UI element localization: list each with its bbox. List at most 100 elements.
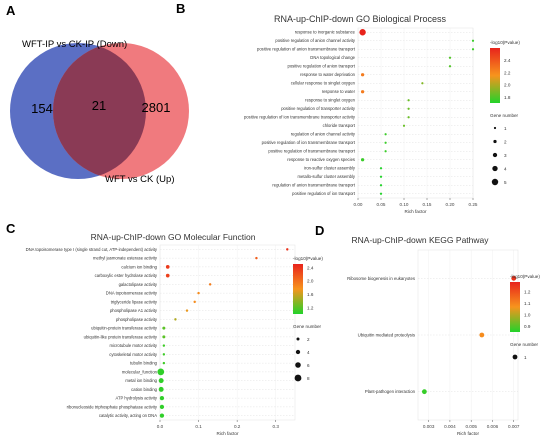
category-label: ubiquitin-protein transferase activity (91, 326, 158, 331)
color-legend-tick: 2.0 (504, 83, 511, 88)
category-label: DNA topoisomerase type I (single strand … (26, 247, 158, 252)
data-point (421, 82, 424, 85)
category-label: ribonucleoside triphosphate phosphatase … (67, 404, 158, 409)
data-point (407, 99, 410, 102)
panel-label-d: D (315, 223, 324, 238)
x-tick-label: 0.3 (273, 424, 280, 429)
category-label: regulation of anion transmembrane transp… (272, 183, 355, 188)
data-point (511, 275, 517, 281)
x-tick-label: 0.2 (234, 424, 241, 429)
category-label: galactolipase activity (119, 282, 158, 287)
data-point (384, 133, 387, 136)
size-legend-label: 2 (504, 140, 507, 145)
color-legend-title: -log10(Pvalue) (490, 40, 520, 45)
venn-intersection-count: 21 (92, 98, 106, 113)
color-legend-tick: 1.2 (524, 289, 531, 294)
x-tick-label: 0.004 (444, 424, 456, 429)
data-point (197, 291, 200, 295)
category-label: calcium ion binding (121, 264, 157, 269)
category-label: catalytic activity, acting on DNA (99, 413, 157, 418)
size-legend-label: 8 (307, 376, 310, 381)
data-point (208, 283, 212, 286)
category-label: DNA topological change (310, 55, 355, 60)
category-label: positive regulation of transmembrane tra… (268, 149, 355, 154)
category-label: DNA topoisomerase activity (106, 291, 158, 296)
panel-label-c: C (6, 221, 16, 236)
data-point (158, 386, 164, 392)
venn-diagram: WFT-IP vs CK-IP (Down) WFT vs CK (Up) 15… (10, 39, 189, 185)
category-label: chloride transport (323, 123, 356, 128)
category-label: phospholipase A1 activity (110, 308, 158, 313)
go-mf-chart: RNA-up-ChIP-down GO Molecular Function DN… (26, 232, 324, 436)
x-tick-label: 0.007 (508, 424, 520, 429)
size-legend-title: Gene number (490, 113, 519, 118)
data-point (286, 248, 289, 251)
chart-title: RNA-up-ChIP-down KEGG Pathway (352, 235, 490, 245)
data-point (379, 175, 383, 178)
category-label: response to reactive oxygen species (287, 157, 355, 162)
category-label: positive regulation of ion transmembrane… (244, 115, 356, 120)
venn-set-right-name: WFT vs CK (Up) (105, 174, 175, 185)
size-legend-label: 6 (307, 363, 310, 368)
color-legend-tick: 2.4 (504, 58, 511, 63)
kegg-chart: RNA-up-ChIP-down KEGG Pathway Ribosome bi… (347, 235, 540, 436)
size-legend-point (295, 362, 301, 368)
category-label: ATP hydrolysis activity (116, 396, 158, 401)
data-point (384, 141, 387, 144)
data-point (379, 184, 383, 187)
x-tick-label: 0.006 (487, 424, 499, 429)
color-legend-tick: 2.4 (307, 265, 314, 270)
color-legend-tick: 1.1 (524, 301, 531, 306)
data-point (193, 300, 196, 304)
category-label: cation binding (131, 387, 158, 392)
x-axis-label: Rich factor (457, 431, 479, 436)
category-label: positive regulation of transporter activ… (281, 106, 356, 111)
size-legend-point (493, 139, 497, 144)
size-legend-point (491, 178, 499, 186)
venn-set-left-name: WFT-IP vs CK-IP (Down) (22, 39, 127, 50)
size-legend-point (295, 349, 301, 355)
data-point (384, 150, 387, 153)
data-point (360, 90, 365, 94)
data-point (162, 326, 166, 330)
data-point (479, 332, 485, 338)
data-point (165, 265, 170, 269)
category-label: Ubiquitin mediated proteolysis (358, 333, 415, 338)
panel-label-a: A (6, 3, 16, 18)
size-legend-title: Gene number (293, 324, 322, 329)
x-tick-label: 0.25 (469, 202, 478, 207)
data-point (407, 116, 410, 119)
data-point (185, 309, 189, 312)
data-point (471, 48, 475, 51)
data-point (421, 389, 427, 395)
data-point (162, 344, 166, 347)
category-label: triglyceride lipase activity (111, 299, 158, 304)
data-point (359, 29, 366, 36)
plot-area (357, 27, 474, 199)
data-point (471, 39, 475, 42)
venn-intersection (53, 43, 146, 179)
color-legend-tick: 1.6 (307, 292, 314, 297)
data-point (255, 256, 258, 260)
chart-title: RNA-up-ChIP-down GO Molecular Function (91, 232, 256, 242)
category-label: microtubule motor activity (110, 343, 158, 348)
x-tick-label: 0.005 (465, 424, 477, 429)
category-label: ubiquitin-like protein transferase activ… (84, 334, 158, 339)
size-legend-label: 1 (524, 355, 527, 360)
plot-area (159, 244, 296, 421)
category-label: methyl jasmonate esterase activity (93, 256, 158, 261)
color-legend-tick: 1.8 (504, 95, 511, 100)
data-point (407, 107, 410, 110)
color-legend-tick: 1.2 (307, 305, 314, 310)
x-axis-label: Rich factor (217, 431, 239, 436)
x-tick-label: 0.003 (423, 424, 435, 429)
category-label: response to singlet oxygen (305, 98, 355, 103)
size-legend-label: 2 (307, 337, 310, 342)
category-label: positive regulation of anion transmembra… (257, 47, 356, 52)
size-legend-label: 5 (504, 180, 507, 185)
x-tick-label: 0.1 (195, 424, 202, 429)
size-legend-point (296, 337, 300, 341)
category-label: cytoskeletal motor activity (109, 352, 158, 357)
data-point (162, 335, 166, 339)
